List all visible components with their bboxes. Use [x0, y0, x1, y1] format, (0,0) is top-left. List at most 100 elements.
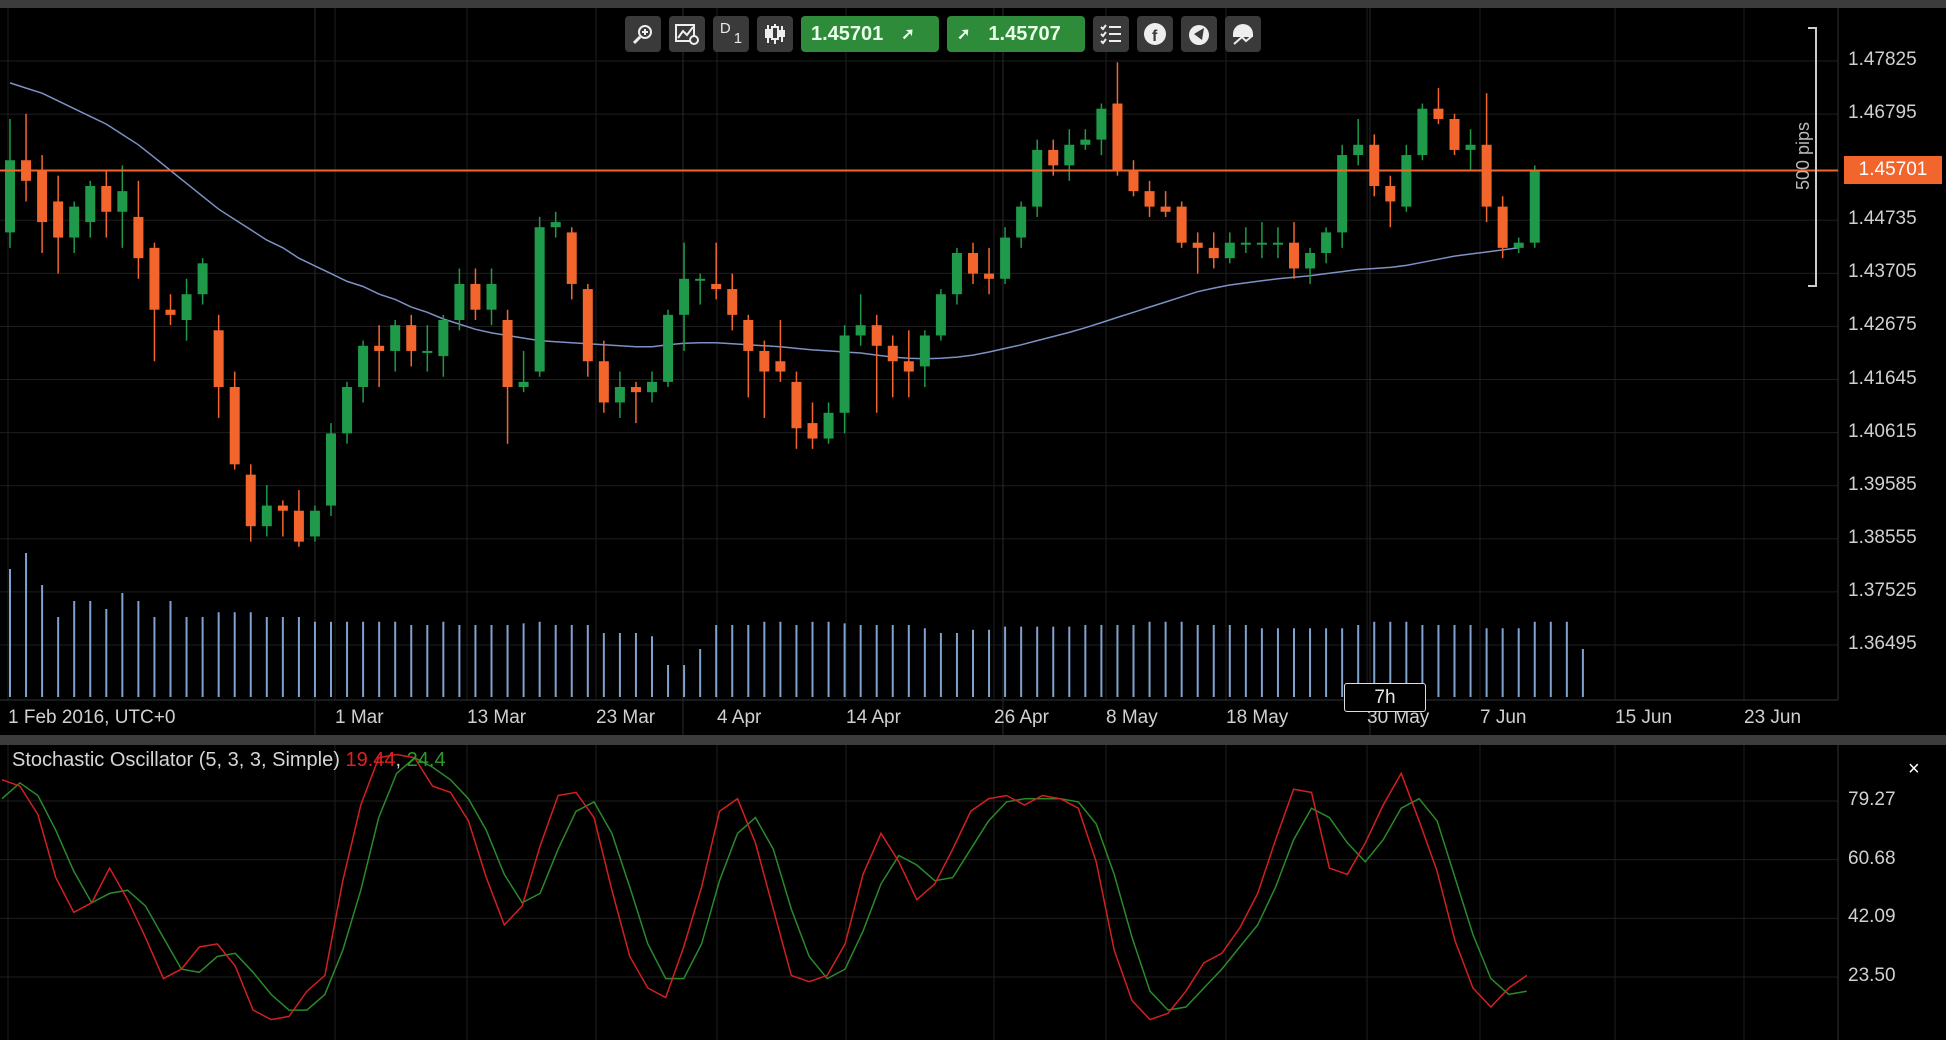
social-button[interactable]: f — [1137, 16, 1173, 52]
candle-body — [1272, 242, 1283, 245]
candle-body — [679, 278, 690, 315]
chart-type-button[interactable] — [757, 16, 793, 52]
candle-body — [775, 361, 786, 372]
strategy-button[interactable] — [1225, 16, 1261, 52]
candle-body — [968, 253, 978, 274]
candle-body — [1321, 232, 1332, 254]
candle-body — [101, 185, 112, 212]
candle-body — [727, 289, 738, 315]
price-tick-label: 1.47825 — [1848, 49, 1917, 70]
price-tick-label: 1.42675 — [1848, 314, 1917, 336]
stochastic-k-value: 19.44 — [345, 749, 396, 771]
stochastic-name: Stochastic Oscillator (5, 3, 3, Simple) — [12, 749, 340, 771]
sell-price: 1.45701 — [811, 22, 884, 45]
strategy-icon — [1233, 24, 1253, 45]
candle-body — [1016, 206, 1027, 238]
buy-button[interactable]: ➚ 1.45707 — [947, 16, 1085, 52]
candle-body — [1529, 170, 1540, 243]
candle-body — [598, 361, 609, 403]
timeframe-number: 1 — [733, 29, 743, 47]
alert-button[interactable] — [1181, 16, 1217, 52]
magnifier-zoom-icon — [632, 25, 652, 45]
candle-body — [406, 325, 417, 351]
time-tick-label: 1 Feb 2016, UTC+0 — [8, 707, 176, 728]
time-tick-label: 14 Apr — [846, 707, 901, 728]
candle-body — [422, 350, 433, 353]
candle-body — [245, 474, 256, 527]
candle-body — [1385, 185, 1396, 202]
candle-body — [309, 510, 320, 537]
candlestick-icon — [765, 24, 785, 44]
candle-body — [502, 320, 513, 388]
candle-body — [1369, 144, 1380, 186]
time-tick-label: 4 Apr — [717, 707, 762, 728]
candle-body — [1080, 139, 1091, 145]
candle-body — [358, 345, 369, 388]
candle-body — [1096, 108, 1107, 140]
candle-body — [277, 505, 288, 511]
time-tick-label: 23 Mar — [596, 707, 656, 728]
pips-range-label: 500 pips — [1793, 121, 1813, 190]
moving-average-line — [9, 82, 1519, 360]
stochastic-title: Stochastic Oscillator (5, 3, 3, Simple) … — [12, 749, 446, 771]
candle-body — [1337, 155, 1348, 233]
candle-body — [614, 387, 625, 403]
stoch-tick-label: 23.50 — [1848, 965, 1896, 986]
candle-body — [69, 206, 80, 238]
candle-body — [197, 263, 208, 295]
candle-body — [486, 283, 497, 310]
price-tick-label: 1.39585 — [1848, 473, 1917, 495]
candle-body — [951, 253, 962, 295]
stochastic-d-line — [1, 756, 1527, 1011]
candle-body — [743, 320, 754, 351]
candle-body — [1160, 206, 1171, 212]
candle-body — [1032, 149, 1043, 207]
candle-body — [1449, 118, 1460, 150]
candle-body — [1433, 108, 1444, 119]
checklist-button[interactable] — [1093, 16, 1129, 52]
candle-body — [1064, 144, 1075, 166]
candle-body — [839, 335, 850, 413]
candle-body — [438, 320, 449, 357]
candle-body — [695, 278, 706, 281]
timeframe-letter: D — [719, 19, 731, 37]
candle-body — [229, 387, 240, 465]
candle-body — [663, 314, 674, 382]
range-bracket — [1808, 27, 1817, 287]
candle-body — [647, 381, 657, 393]
sell-button[interactable]: 1.45701 ➚ — [801, 16, 939, 52]
time-tick-label: 13 Mar — [467, 707, 527, 728]
candle-body — [534, 227, 545, 372]
stochastic-panel[interactable] — [0, 745, 1946, 1040]
candle-body — [1192, 242, 1203, 248]
candle-body — [1176, 206, 1187, 243]
stochastic-k-line — [1, 753, 1528, 1021]
candle-body — [1353, 144, 1364, 156]
main-chart-panel[interactable] — [0, 8, 1946, 735]
candle-body — [566, 232, 577, 284]
candle-body — [1208, 247, 1219, 259]
chart-settings-icon — [675, 24, 699, 45]
stoch-tick-label: 79.27 — [1848, 789, 1896, 810]
candle-body — [630, 387, 641, 393]
checklist-icon — [1100, 24, 1121, 45]
candle-body — [823, 412, 834, 439]
price-tick-label: 1.38555 — [1848, 526, 1917, 548]
candle-body — [374, 345, 385, 351]
close-indicator-button[interactable]: × — [1908, 758, 1920, 780]
candle-body — [582, 289, 593, 362]
candle-body — [759, 350, 770, 372]
candle-body — [935, 294, 946, 336]
current-price-tag: 1.45701 — [1844, 156, 1942, 184]
chart-settings-button[interactable] — [669, 16, 705, 52]
candle-body — [293, 510, 304, 542]
candle-body — [807, 423, 818, 439]
candle-body — [1112, 103, 1123, 171]
alert-icon — [1189, 25, 1209, 45]
candle-body — [133, 216, 144, 259]
zoom-button[interactable] — [625, 16, 661, 52]
candle-body — [1401, 155, 1412, 207]
time-tick-label: 23 Jun — [1744, 707, 1802, 728]
